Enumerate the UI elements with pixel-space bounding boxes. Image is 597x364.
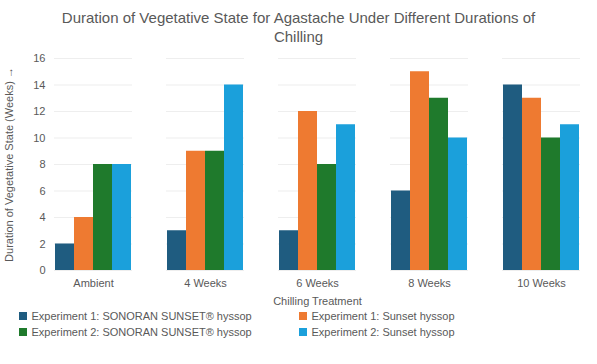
html-text:Experiment 2: SONORAN SUNSET®: Experiment 2: SONORAN SUNSET® hyssop: [31, 326, 252, 338]
svg-text:Duration of Vegetative State (: Duration of Vegetative State (Weeks) →: [3, 67, 15, 262]
svg-text:8 Weeks: 8 Weeks: [408, 277, 451, 289]
svg-text:12: 12: [33, 105, 45, 117]
svg-text:14: 14: [33, 79, 45, 91]
svg-text:8: 8: [39, 158, 45, 170]
svg-text:16: 16: [33, 52, 45, 64]
svg-text:6: 6: [39, 185, 45, 197]
svg-text:Chilling Treatment: Chilling Treatment: [273, 295, 362, 307]
html-text:Experiment 2: Sunset hyssop: Experiment 2: Sunset hyssop: [311, 326, 455, 338]
svg-text:6 Weeks: 6 Weeks: [296, 277, 339, 289]
svg-text:Ambient: Ambient: [73, 277, 113, 289]
svg-text:4: 4: [39, 211, 45, 223]
svg-text:4 Weeks: 4 Weeks: [184, 277, 227, 289]
html-text:Experiment 1: Sunset hyssop: Experiment 1: Sunset hyssop: [311, 310, 455, 322]
svg-text:10 Weeks: 10 Weeks: [517, 277, 566, 289]
svg-text:10: 10: [33, 132, 45, 144]
svg-text:0: 0: [39, 264, 45, 276]
html-text:Duration of Vegetative State f: Duration of Vegetative State for Agastac…: [61, 9, 536, 45]
svg-text:2: 2: [39, 238, 45, 250]
html-text:Experiment 1: SONORAN SUNSET®: Experiment 1: SONORAN SUNSET® hyssop: [31, 310, 252, 322]
